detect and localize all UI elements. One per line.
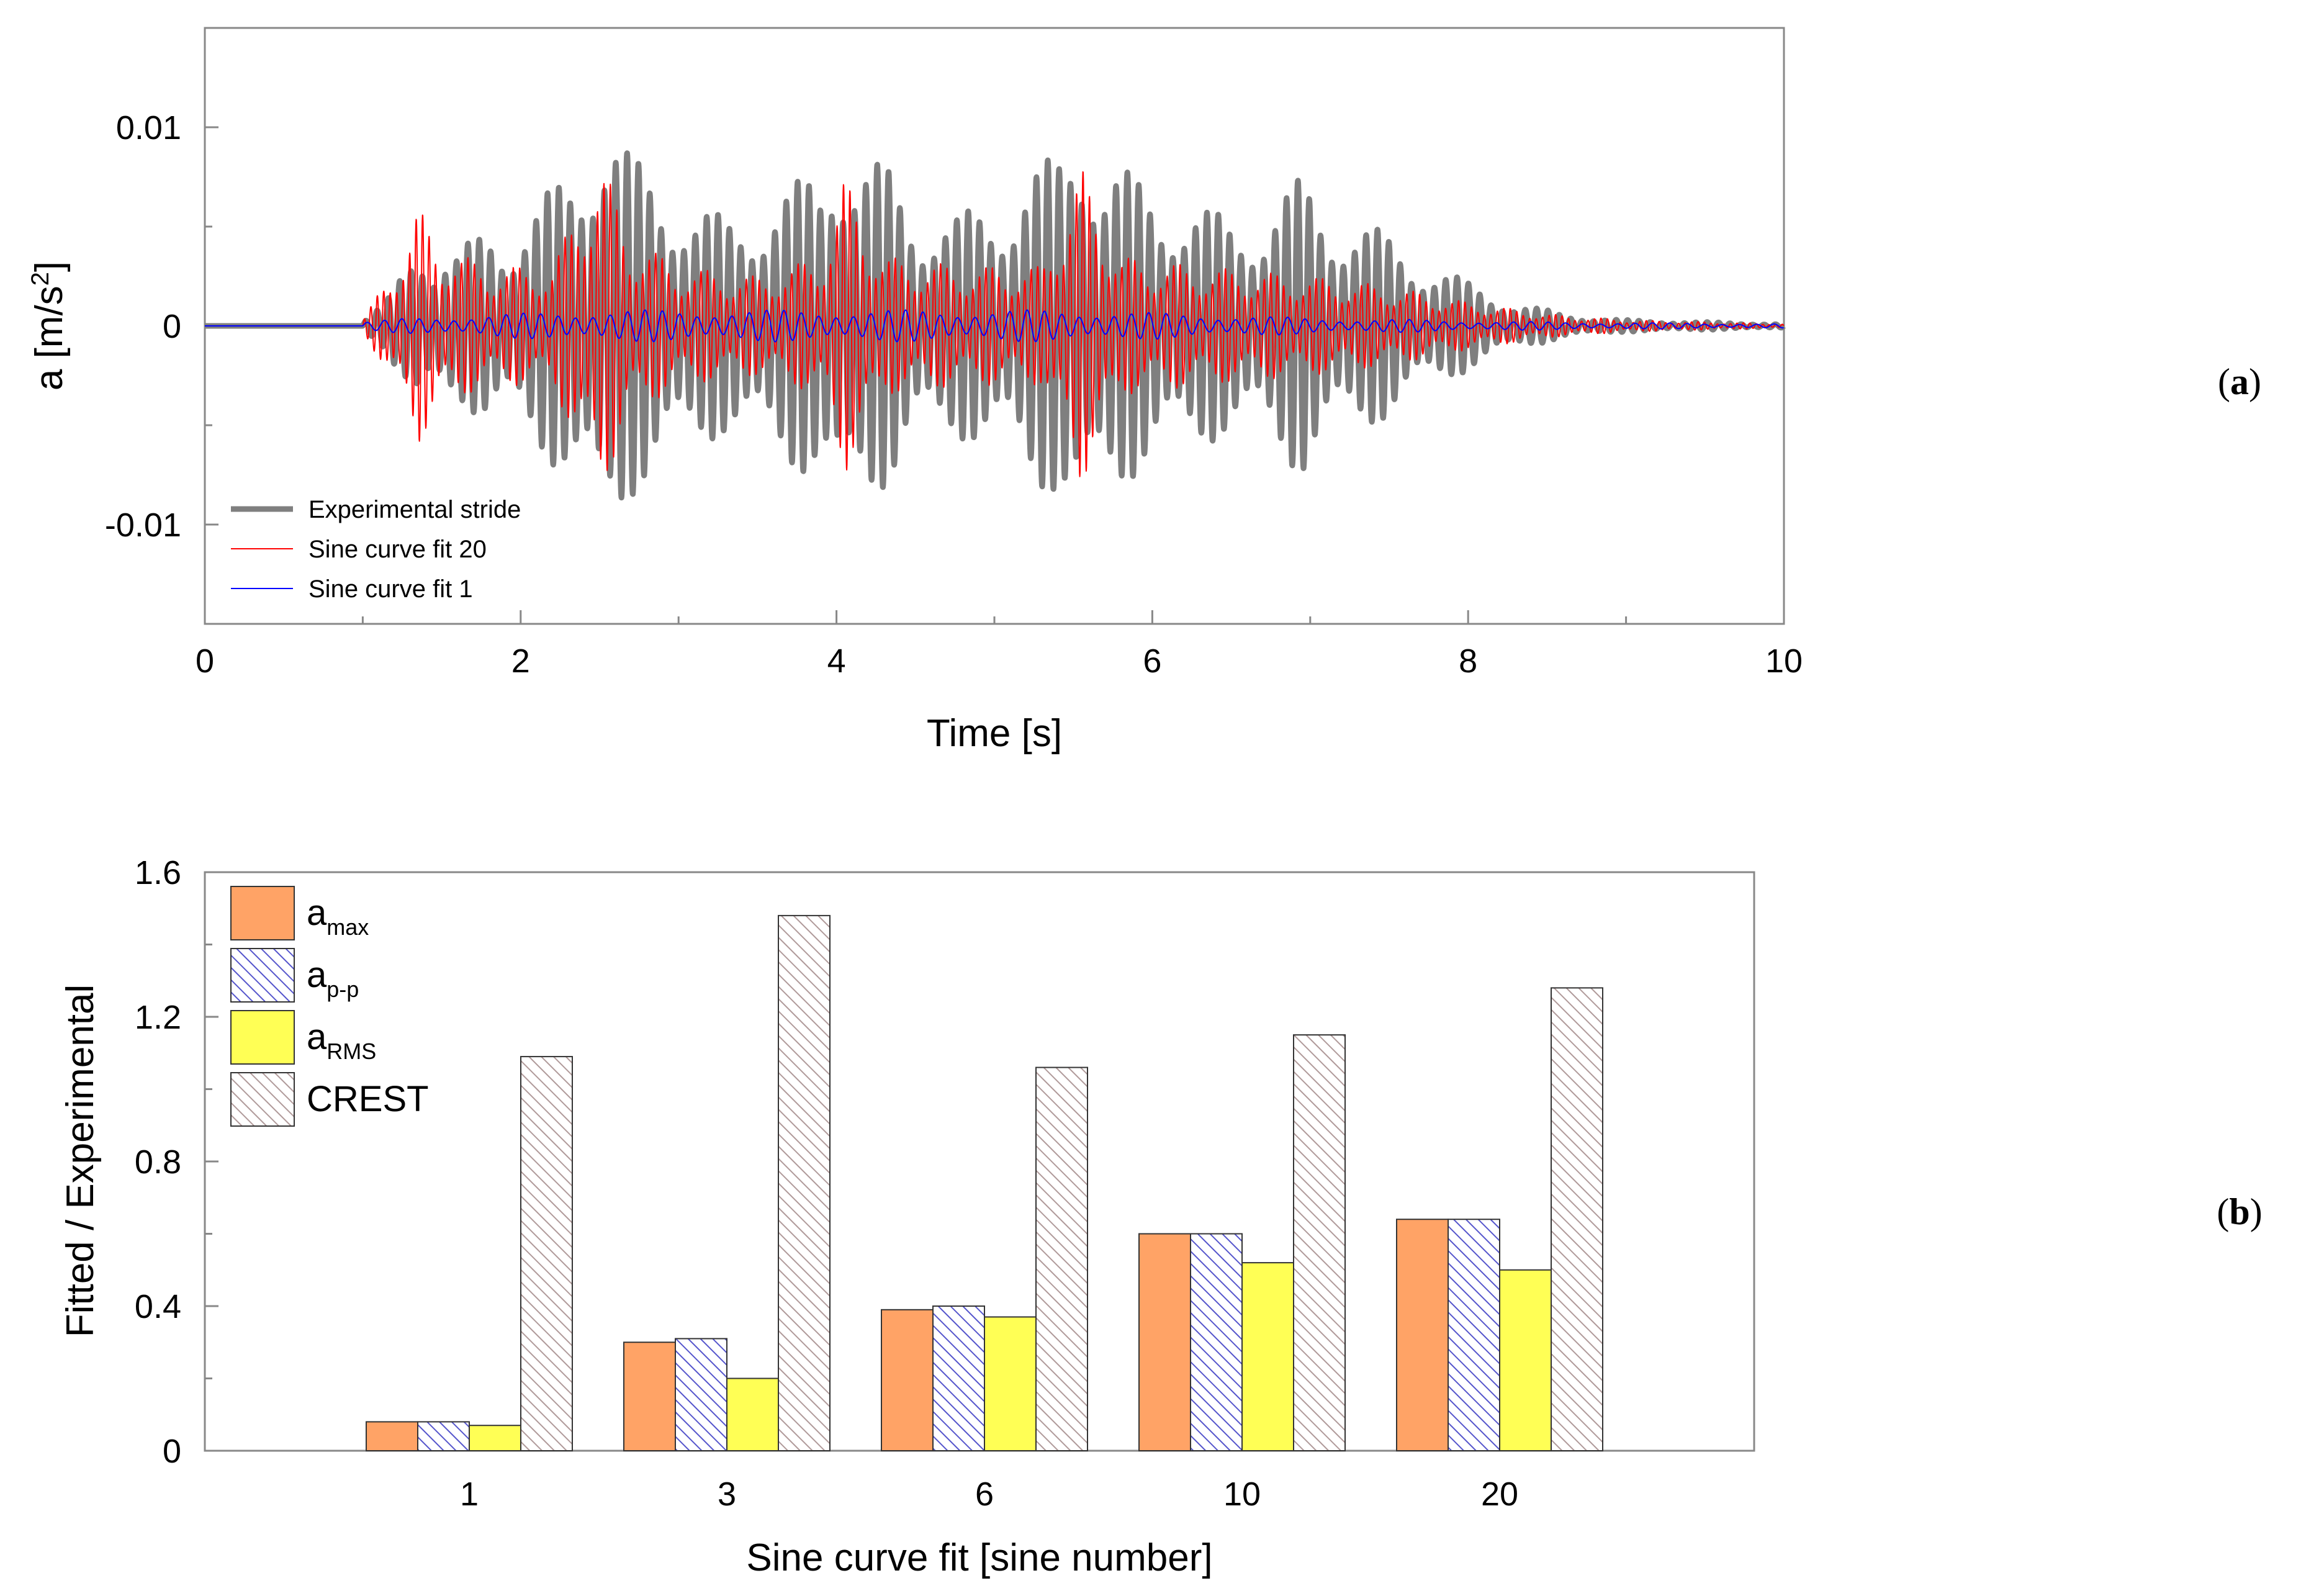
x-axis-title-b: Sine curve fit [sine number] bbox=[746, 1536, 1212, 1579]
panel-label-a: (a) bbox=[2218, 361, 2261, 402]
bar bbox=[366, 1421, 418, 1451]
x-tick-labels-b: 1 3 6 10 20 bbox=[460, 1476, 1518, 1513]
legend-label: amax bbox=[307, 893, 369, 940]
legend-swatch bbox=[230, 1072, 295, 1127]
line-chart-panel-a: 0 2 4 6 8 10 -0.01 0 0.01 Time [s] a [m/s2] Exp… bbox=[27, 27, 2261, 755]
y-tick-label: 0.4 bbox=[135, 1288, 181, 1325]
legend-swatch bbox=[230, 948, 295, 1003]
bar bbox=[623, 1341, 676, 1451]
legend-a: Experimental stride Sine curve fit 20 Sine… bbox=[231, 496, 521, 603]
y-tick-labels-b: 0 0.4 0.8 1.2 1.6 bbox=[135, 854, 181, 1470]
bar bbox=[1035, 1066, 1088, 1452]
x-tick-label: 3 bbox=[718, 1476, 736, 1513]
bar bbox=[932, 1305, 985, 1451]
bar bbox=[469, 1425, 521, 1452]
bar bbox=[1448, 1219, 1500, 1451]
legend-swatch bbox=[230, 886, 295, 940]
x-axis-title-a: Time [s] bbox=[927, 712, 1062, 755]
y-tick-label: -0.01 bbox=[105, 507, 181, 544]
x-tick-label: 4 bbox=[827, 642, 846, 680]
bars-group-b bbox=[366, 914, 1603, 1452]
legend-label: Sine curve fit 1 bbox=[308, 575, 473, 603]
legend-label: CREST bbox=[307, 1079, 429, 1119]
legend-b: amax ap-p aRMS CREST bbox=[230, 886, 429, 1127]
panel-label-b: (b) bbox=[2217, 1191, 2262, 1232]
bar bbox=[881, 1309, 934, 1451]
bar bbox=[1551, 987, 1603, 1451]
bar bbox=[1499, 1269, 1552, 1451]
legend-label: Experimental stride bbox=[308, 496, 521, 523]
y-axis-title-a: a [m/s2] bbox=[27, 261, 71, 390]
series-line-3 bbox=[204, 309, 1785, 343]
legend-label: aRMS bbox=[307, 1017, 376, 1064]
series-line-2 bbox=[204, 171, 1785, 477]
x-tick-label: 6 bbox=[1143, 642, 1161, 680]
x-tick-label: 2 bbox=[511, 642, 530, 680]
y-tick-label: 0 bbox=[163, 1433, 181, 1470]
y-tick-label: 0.8 bbox=[135, 1143, 181, 1181]
legend-label: Sine curve fit 20 bbox=[308, 536, 487, 563]
bar bbox=[1241, 1262, 1294, 1451]
x-tick-label: 8 bbox=[1459, 642, 1477, 680]
y-tick-label: 1.6 bbox=[135, 854, 181, 891]
x-tick-label: 6 bbox=[975, 1476, 994, 1513]
bar bbox=[417, 1421, 470, 1451]
x-tick-label: 10 bbox=[1765, 642, 1803, 680]
series-group-a bbox=[202, 150, 1786, 501]
x-tick-label: 1 bbox=[460, 1476, 479, 1513]
bar bbox=[1138, 1233, 1191, 1451]
tick-marks-b bbox=[205, 871, 218, 1452]
x-tick-label: 20 bbox=[1481, 1476, 1518, 1513]
bar-chart-panel-b: 1 3 6 10 20 0 0.4 0.8 1.2 1.6 Sine curve fit [si… bbox=[59, 854, 2263, 1579]
bar bbox=[778, 914, 831, 1451]
x-tick-label: 10 bbox=[1223, 1476, 1261, 1513]
bar bbox=[1293, 1034, 1346, 1451]
legend-label: ap-p bbox=[307, 955, 359, 1002]
bar bbox=[1396, 1219, 1449, 1451]
x-tick-label: 0 bbox=[196, 642, 214, 680]
y-tick-label: 0 bbox=[163, 308, 181, 345]
y-tick-label: 1.2 bbox=[135, 999, 181, 1036]
bar bbox=[1190, 1233, 1243, 1451]
y-tick-labels-a: -0.01 0 0.01 bbox=[105, 109, 181, 544]
y-axis-title-b: Fitted / Experimental bbox=[59, 985, 102, 1338]
bar bbox=[984, 1316, 1037, 1452]
bar bbox=[675, 1338, 727, 1452]
bar bbox=[520, 1056, 573, 1451]
x-tick-labels-a: 0 2 4 6 8 10 bbox=[196, 642, 1803, 680]
bar bbox=[726, 1377, 779, 1451]
legend-swatch bbox=[230, 1010, 295, 1065]
y-tick-label: 0.01 bbox=[116, 109, 181, 147]
